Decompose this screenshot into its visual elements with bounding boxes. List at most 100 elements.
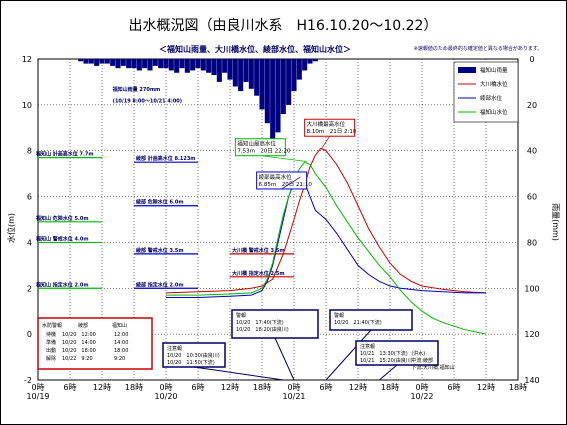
- callout-line: 10/20 17:40(下流): [236, 319, 284, 326]
- reference-line-label: 福知山 警戒水位 4.0m: [35, 235, 89, 242]
- callout-box: [231, 309, 319, 339]
- reference-line-label: 福知山 指定水位 2.0m: [35, 281, 89, 288]
- reference-line-label: 大川橋 警戒水位 3.5m: [232, 247, 285, 254]
- x-tick-label: 18時: [253, 383, 271, 392]
- rain-bar: [264, 59, 270, 124]
- rain-bar: [120, 59, 126, 66]
- rain-bar: [152, 59, 158, 66]
- callout-line: 10/20 21:40(下流): [334, 319, 382, 326]
- x-tick-label: 6時: [191, 383, 204, 392]
- rain-bar: [270, 59, 276, 140]
- rain-bar: [184, 59, 190, 73]
- callout-title: 警報: [236, 312, 246, 319]
- x-tick-label: 12時: [349, 383, 367, 392]
- rain-bar: [206, 59, 212, 73]
- warning-box-stage: 解除: [46, 355, 56, 362]
- reference-line-label: 福知山 計画高水位 7.7m: [35, 151, 94, 158]
- legend-label: 福知山雨量: [480, 66, 508, 74]
- warning-box-stage: 出動: [46, 347, 56, 354]
- rain-bar: [216, 59, 222, 82]
- rain-bar: [163, 59, 169, 69]
- rain-bar: [136, 59, 142, 71]
- y-left-axis-label: 水位(m): [6, 213, 16, 243]
- rain-bar: [286, 59, 292, 105]
- y-right-tick-label: 120: [524, 330, 539, 339]
- rain-bar: [195, 59, 201, 69]
- rain-bar: [222, 59, 228, 73]
- reference-line-label: 大川橋 指定水位 2.5m: [232, 270, 285, 277]
- rain-bar: [243, 59, 249, 82]
- y-left-tick-label: 4: [27, 238, 32, 247]
- x-tick-label: 6時: [447, 383, 460, 392]
- x-tick-label: 0時: [287, 383, 300, 392]
- rain-bar: [88, 59, 94, 64]
- y-right-tick-label: 0: [529, 55, 534, 64]
- flood-forecast-line: 中流:綾部: [411, 357, 433, 364]
- rain-bar: [232, 59, 238, 87]
- y-left-tick-label: 8: [27, 147, 32, 156]
- warning-box-ayabe-time: 10/20 18:00: [62, 348, 96, 354]
- x-tick-label: 18時: [125, 383, 143, 392]
- x-tick-date: 10/22: [410, 392, 433, 401]
- flood-forecast-line: 下流:大川橋,福知山: [411, 364, 454, 371]
- y-left-tick-label: 6: [27, 193, 32, 202]
- x-tick-date: 10/20: [154, 392, 177, 401]
- peak-leader: [321, 136, 330, 149]
- rain-bar: [174, 59, 180, 73]
- rain-bar: [131, 59, 137, 69]
- warning-box-stage: 準備: [46, 339, 56, 346]
- x-tick-date: 10/21: [282, 392, 305, 401]
- warning-box-title: 水防警報: [42, 322, 62, 329]
- y-right-tick-label: 80: [527, 238, 537, 247]
- rain-bar: [78, 59, 84, 62]
- x-tick-label: 12時: [93, 383, 111, 392]
- callout-line: 10/20 11:50(下流): [167, 359, 215, 366]
- y-left-tick-label: 2: [27, 284, 32, 293]
- total-rain-label: 福知山雨量 270mm: [112, 86, 161, 93]
- rain-bar: [302, 59, 308, 71]
- rain-bar: [190, 59, 196, 71]
- rain-bar: [147, 59, 153, 71]
- peak-value: 6.85m 20日 21:10: [259, 181, 313, 188]
- peak-box: [234, 138, 286, 157]
- callout-line: 10/21 13:30(下流): [360, 350, 408, 357]
- x-tick-label: 0時: [415, 383, 428, 392]
- peak-label: 福知山最高水位: [237, 140, 276, 148]
- rain-bar: [296, 59, 302, 80]
- rain-bar: [280, 59, 286, 115]
- warning-box-fukuchiyama-time: 9:20: [114, 356, 125, 362]
- callout-line: 10/20 10:30(由良川): [167, 352, 220, 359]
- legend-label: 大川橋水位: [480, 80, 508, 88]
- rain-bar: [99, 59, 105, 64]
- rain-bar: [179, 59, 185, 69]
- chart-title: 出水概況図（由良川水系 H16.10.20～10.22）: [129, 18, 438, 34]
- rain-bar: [254, 59, 260, 96]
- x-tick-label: 12時: [221, 383, 239, 392]
- warning-box-header: 綾部: [78, 322, 88, 329]
- y-right-tick-label: 60: [527, 193, 537, 202]
- y-right-tick-label: 40: [527, 147, 537, 156]
- peak-label: 大川橋最高水位: [307, 120, 346, 128]
- rain-bar: [94, 59, 100, 66]
- y-left-tick-label: 0: [27, 330, 32, 339]
- y-left-tick-label: -2: [24, 376, 32, 385]
- rain-bar: [142, 59, 148, 69]
- rain-bar: [200, 59, 206, 71]
- warning-box-ayabe-time: 10/20 12:00: [62, 332, 96, 338]
- peak-leader: [260, 155, 307, 162]
- x-tick-label: 6時: [63, 383, 76, 392]
- rain-bar: [168, 59, 174, 71]
- x-tick-label: 0時: [159, 383, 172, 392]
- warning-box-stage: 待機: [46, 331, 56, 338]
- peak-leader: [281, 176, 301, 190]
- reference-line-label: 綾部 指定水位 2.0m: [136, 281, 184, 288]
- note-text: ※速報値のため最終的な確定値と異なる場合があります。: [414, 45, 543, 52]
- warning-box-ayabe-time: 10/20 14:00: [62, 340, 96, 346]
- flood-forecast-title: (洪水): [411, 350, 425, 357]
- callout-pointer: [379, 364, 398, 381]
- rain-bar: [110, 59, 116, 66]
- y-right-axis-label: 雨量(mm): [551, 203, 560, 241]
- reference-line-label: 綾部 警戒水位 3.5m: [136, 247, 184, 254]
